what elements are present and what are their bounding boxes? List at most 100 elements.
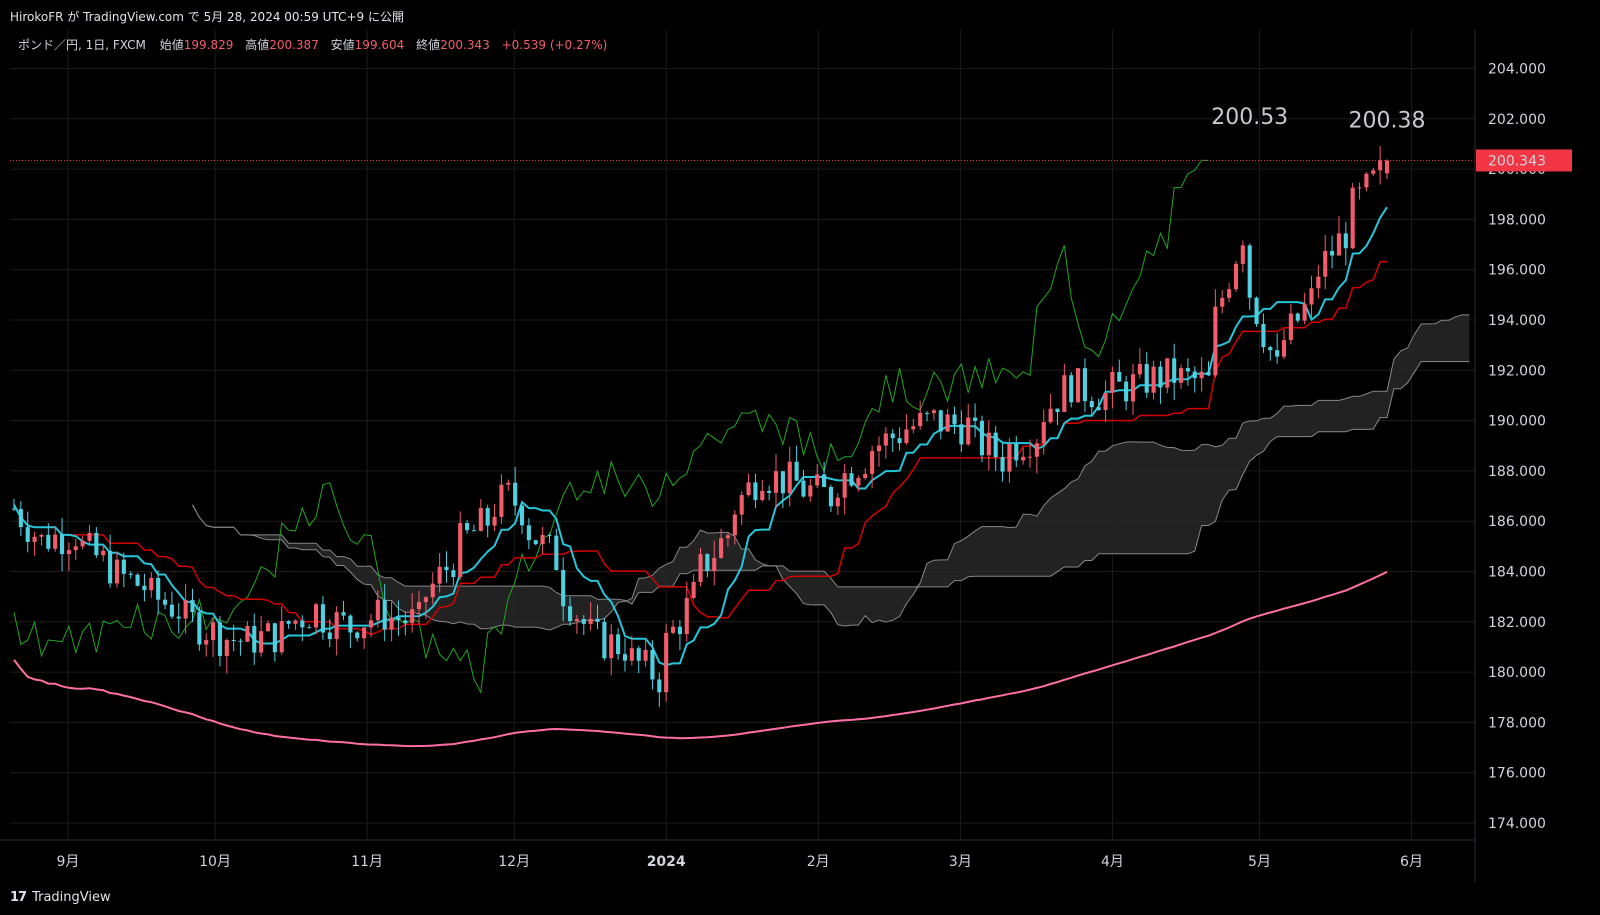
candle-body xyxy=(1137,364,1142,375)
candle-body xyxy=(739,495,744,515)
candle-body xyxy=(423,597,428,603)
candle-body xyxy=(18,509,23,528)
candle-body xyxy=(931,410,936,414)
time-tick-label: 3月 xyxy=(949,854,972,870)
candle-body xyxy=(1295,313,1300,321)
candle-body xyxy=(471,530,477,532)
price-tick-label: 174.000 xyxy=(1488,816,1546,832)
candle-body xyxy=(458,523,463,577)
candle-body xyxy=(746,482,751,496)
price-tick-label: 182.000 xyxy=(1488,615,1546,631)
candle-body xyxy=(224,639,229,657)
legend-low-label: 安値 xyxy=(331,37,355,52)
candle-body xyxy=(533,540,538,545)
candle-body xyxy=(849,473,854,486)
price-tick-label: 176.000 xyxy=(1488,766,1546,782)
candle-body xyxy=(1130,374,1136,402)
time-axis[interactable]: 9月 10月 11月 12月 2024 2月 3月 4月 5月 6月 xyxy=(0,839,1475,870)
candle-body xyxy=(238,640,243,642)
candle-body xyxy=(1281,340,1287,357)
price-axis[interactable]: 204.000202.000200.000198.000196.000194.0… xyxy=(1474,30,1572,882)
price-tick-label: 192.000 xyxy=(1488,363,1546,379)
tradingview-logo-text: TradingView xyxy=(32,890,111,905)
candle-body xyxy=(842,473,847,498)
candle-body xyxy=(499,484,504,517)
candle-body xyxy=(979,420,985,456)
candle-body xyxy=(348,615,353,633)
time-tick-label: 4月 xyxy=(1101,854,1124,870)
time-tick-label: 2024 xyxy=(647,854,686,870)
candle-body xyxy=(684,597,689,635)
candle-body xyxy=(437,566,442,584)
legend-high: 200.387 xyxy=(269,38,319,52)
candle-body xyxy=(1000,457,1005,472)
candle-body xyxy=(1261,324,1266,348)
candle-body xyxy=(245,625,250,642)
candle-body xyxy=(602,621,607,659)
candle-body xyxy=(986,432,991,456)
candle-body xyxy=(492,516,497,526)
top-bar: HirokoFR が TradingView.com で 5月 28, 2024… xyxy=(0,0,1600,30)
legend-open-label: 始値 xyxy=(160,37,184,52)
candle-body xyxy=(513,482,518,506)
candle-body xyxy=(259,631,264,653)
candle-body xyxy=(183,600,188,619)
chikou-span xyxy=(13,159,1209,694)
price-tick-label: 186.000 xyxy=(1488,514,1546,530)
tradingview-logo[interactable]: 17 TradingView xyxy=(10,890,111,905)
candle-body xyxy=(773,471,779,493)
candle-body xyxy=(1055,408,1060,412)
candle-body xyxy=(705,554,710,572)
candle-body xyxy=(1069,375,1074,403)
price-tick-label: 184.000 xyxy=(1488,565,1546,581)
price-tick-label: 204.000 xyxy=(1488,62,1546,78)
candle-body xyxy=(1275,350,1280,357)
candle-body xyxy=(677,626,682,635)
time-tick-label: 5月 xyxy=(1248,854,1271,870)
candle-body xyxy=(876,445,882,452)
candle-body xyxy=(540,534,545,545)
candle-body xyxy=(142,585,147,591)
candle-body xyxy=(897,438,902,444)
time-tick-label: 11月 xyxy=(351,854,383,870)
time-tick-label: 10月 xyxy=(199,854,231,870)
candle-body xyxy=(787,461,792,494)
candle-body xyxy=(1371,170,1376,174)
legend-change: +0.539 (+0.27%) xyxy=(502,38,608,52)
candle-body xyxy=(430,583,435,598)
price-chart[interactable]: 200.53 200.38 204.000202.000200.000198.00… xyxy=(0,30,1600,882)
candle-body xyxy=(1330,250,1335,256)
candle-body xyxy=(609,634,614,659)
candle-body xyxy=(444,566,449,571)
candle-body xyxy=(622,654,628,661)
candle-body xyxy=(341,612,346,616)
price-tick-label: 190.000 xyxy=(1488,414,1546,430)
candle-body xyxy=(835,497,840,507)
candle-body xyxy=(945,414,950,432)
candle-body xyxy=(59,534,65,555)
candle-body xyxy=(39,534,44,537)
price-annotation: 200.38 xyxy=(1349,109,1426,134)
candle-body xyxy=(1364,173,1369,188)
candle-body xyxy=(719,538,724,558)
candle-body xyxy=(114,559,120,584)
price-annotation: 200.53 xyxy=(1211,105,1288,130)
candle-body xyxy=(1384,160,1390,174)
candle-body xyxy=(485,508,490,526)
candle-body xyxy=(1124,381,1129,402)
last-price-badge xyxy=(1476,149,1572,172)
candle-body xyxy=(1247,245,1252,298)
candle-body xyxy=(636,648,641,661)
candle-body xyxy=(1227,289,1232,298)
candle-body xyxy=(828,486,833,507)
time-tick-label: 6月 xyxy=(1400,854,1423,870)
candles[interactable] xyxy=(11,146,1390,707)
candle-body xyxy=(1288,313,1293,341)
candle-body xyxy=(561,570,566,607)
candle-body xyxy=(588,618,593,624)
price-tick-label: 198.000 xyxy=(1488,212,1546,228)
candle-body xyxy=(870,451,875,474)
candle-body xyxy=(1199,371,1204,379)
candle-body xyxy=(670,626,676,633)
candle-body xyxy=(966,417,971,445)
